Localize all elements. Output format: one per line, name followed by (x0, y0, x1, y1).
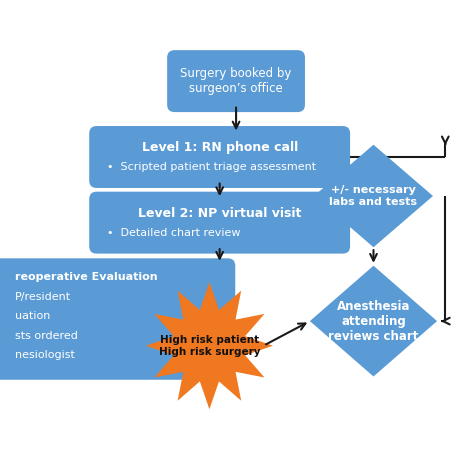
Text: Surgery booked by
surgeon’s office: Surgery booked by surgeon’s office (181, 67, 292, 95)
Polygon shape (146, 282, 273, 409)
Text: •  Scripted patient triage assessment: • Scripted patient triage assessment (107, 162, 316, 172)
Text: High risk patient
High risk surgery: High risk patient High risk surgery (159, 335, 260, 356)
Text: nesiologist: nesiologist (15, 350, 74, 360)
FancyBboxPatch shape (0, 258, 235, 380)
Text: •  Detailed chart review: • Detailed chart review (107, 228, 240, 238)
FancyBboxPatch shape (167, 50, 305, 112)
Polygon shape (310, 266, 437, 376)
FancyBboxPatch shape (89, 126, 350, 188)
Text: Level 2: NP virtual visit: Level 2: NP virtual visit (138, 207, 301, 220)
Polygon shape (314, 145, 433, 247)
Text: uation: uation (15, 311, 50, 321)
Text: +/- necessary
labs and tests: +/- necessary labs and tests (329, 185, 418, 207)
Text: Level 1: RN phone call: Level 1: RN phone call (142, 141, 298, 155)
FancyBboxPatch shape (89, 191, 350, 254)
Text: Anesthesia
attending
reviews chart: Anesthesia attending reviews chart (328, 300, 419, 343)
Text: reoperative Evaluation: reoperative Evaluation (15, 273, 157, 283)
Text: P/resident: P/resident (15, 292, 71, 302)
Text: sts ordered: sts ordered (15, 330, 77, 340)
